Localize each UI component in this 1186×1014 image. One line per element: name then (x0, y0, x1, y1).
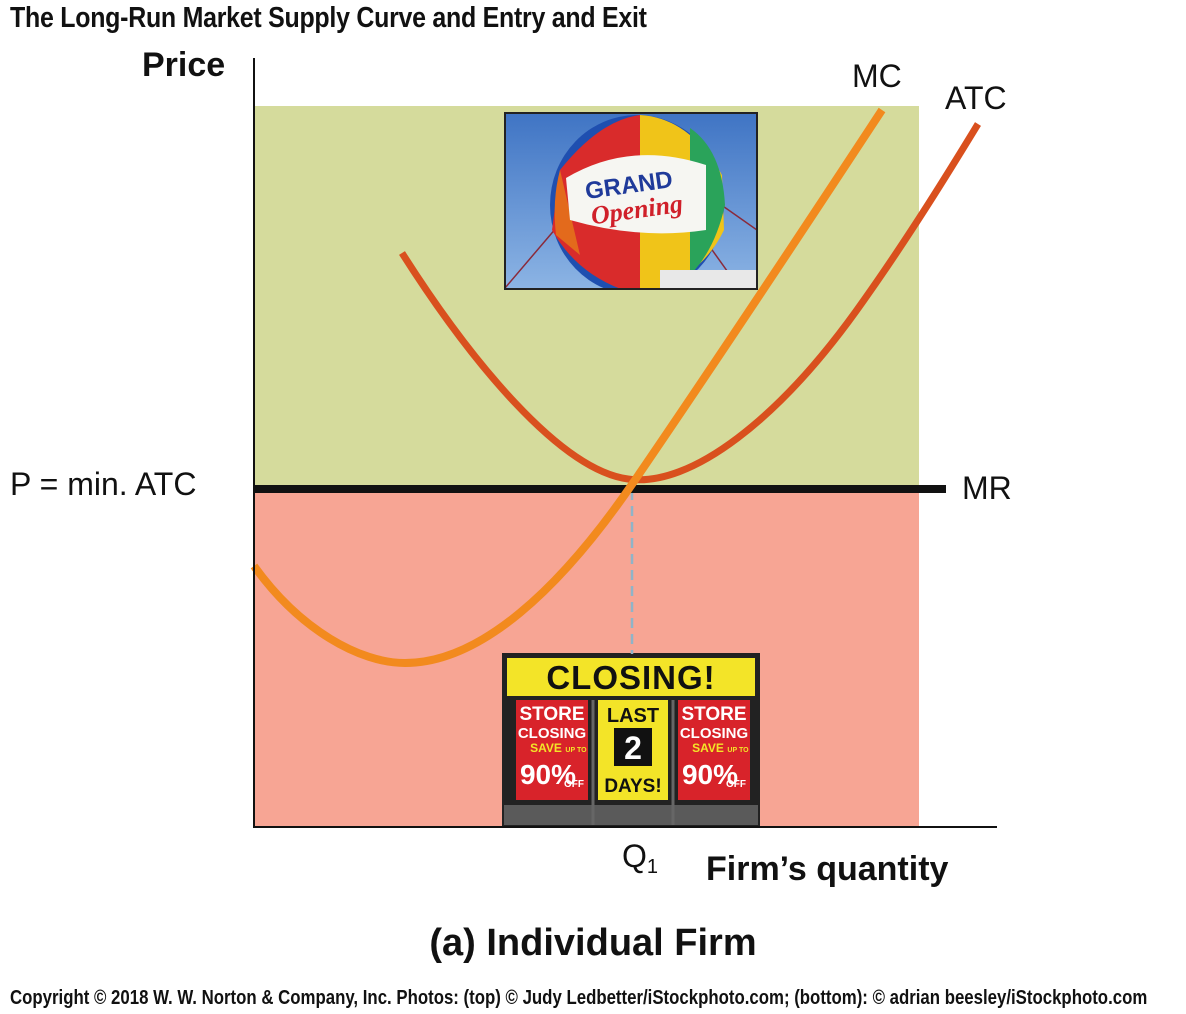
atc-label: ATC (945, 80, 1007, 116)
middle-sign-line-3: DAYS! (604, 776, 661, 797)
copyright-line: Copyright © 2018 W. W. Norton & Company,… (10, 987, 1148, 1009)
price-level-label: P = min. ATC (10, 466, 197, 502)
left-sign-line-3: SAVE (530, 741, 562, 755)
right-sign-line-4: UP TO (727, 747, 749, 754)
left-sign-line-5: 90% (520, 759, 576, 790)
right-sign-line-2: CLOSING (680, 725, 748, 742)
middle-sign-line-1: LAST (607, 705, 659, 727)
q1-label: Q1 (622, 838, 658, 879)
y-axis-label: Price (142, 46, 226, 84)
middle-sign-line-2: 2 (624, 730, 642, 766)
right-sign-line-3: SAVE (692, 741, 724, 755)
q-subscript: 1 (646, 856, 659, 878)
atc-curve (399, 122, 981, 484)
mr-label: MR (962, 470, 1012, 506)
mc-curve (250, 107, 886, 668)
right-sign-line-1: STORE (681, 704, 746, 725)
mc-label: MC (852, 58, 902, 94)
left-sign-line-2: CLOSING (518, 725, 586, 742)
left-sign-line-4: UP TO (565, 747, 587, 754)
panel-subtitle: (a) Individual Firm (429, 922, 757, 964)
right-sign-line-5: 90% (682, 759, 738, 790)
q-letter: Q (622, 838, 647, 874)
closing-banner: CLOSING! (546, 659, 715, 696)
grand-opening-photo: GRAND Opening (505, 113, 757, 289)
left-sign-line-1: STORE (519, 704, 584, 725)
right-sign-line-6: OFF (726, 779, 746, 790)
figure-title: The Long-Run Market Supply Curve and Ent… (10, 2, 647, 34)
store-closing-photo: CLOSING! STORE CLOSING SAVE UP TO 90% OF… (503, 654, 759, 826)
left-sign-line-6: OFF (564, 779, 584, 790)
x-axis-label: Firm’s quantity (706, 850, 949, 888)
